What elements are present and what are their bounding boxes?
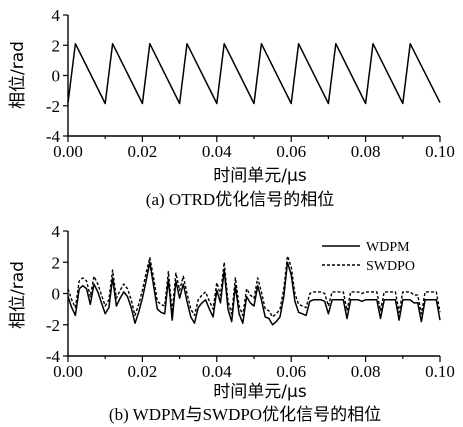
chart-b-xtick-label: 0.06 <box>276 362 306 381</box>
chart-b-ytick-label: -2 <box>46 316 60 335</box>
chart-b-ytick-label: -4 <box>46 347 61 366</box>
chart-b-caption: (b) WDPM与SWDPO优化信号的相位 <box>109 405 381 424</box>
chart-b-ytick-label: 0 <box>52 285 61 304</box>
chart-b-xtick-label: 0.08 <box>351 362 381 381</box>
chart-a-ylabel: 相位/rad <box>8 41 28 109</box>
chart-b-ytick-label: 2 <box>52 253 61 272</box>
chart-a-ytick-label: 2 <box>52 36 61 55</box>
chart-a-xtick-label: 0.02 <box>128 142 158 161</box>
chart-a-xtick-label: 0.10 <box>425 142 455 161</box>
chart-b-legend: WDPM SWDPO <box>322 240 415 274</box>
legend-label-swdpo: SWDPO <box>366 259 415 274</box>
chart-a-xtick-label: 0.00 <box>53 142 83 161</box>
chart-b-ytick-label: 4 <box>52 222 61 241</box>
chart-b-xlabel: 时间单元/μs <box>213 382 307 402</box>
chart-a: 相位/rad 时间单元/μs (a) OTRD优化信号的相位 420-2-40.… <box>8 6 455 209</box>
chart-a-ytick-label: -2 <box>46 97 60 116</box>
chart-a-caption: (a) OTRD优化信号的相位 <box>146 190 334 209</box>
chart-b: 相位/rad 时间单元/μs (b) WDPM与SWDPO优化信号的相位 4 2 0… <box>8 222 455 424</box>
chart-b-xtick-label: 0.04 <box>202 362 232 381</box>
chart-a-ytick-label: 0 <box>52 67 61 86</box>
chart-a-xtick-label: 0.08 <box>351 142 381 161</box>
chart-a-series-phase <box>67 42 441 105</box>
chart-b-xtick-label: 0.10 <box>425 362 455 381</box>
chart-a-ytick-label: -4 <box>46 127 61 146</box>
chart-b-ylabel: 相位/rad <box>8 261 28 329</box>
chart-a-ytick-label: 4 <box>52 6 61 25</box>
chart-b-xtick-label: 0.02 <box>128 362 158 381</box>
chart-a-xtick-label: 0.06 <box>276 142 306 161</box>
chart-a-xtick-label: 0.04 <box>202 142 232 161</box>
chart-a-xlabel: 时间单元/μs <box>213 166 307 186</box>
legend-label-wdpm: WDPM <box>366 240 410 255</box>
chart-b-xtick-label: 0.00 <box>53 362 83 381</box>
chart-b-series-wdpm <box>67 261 441 326</box>
chart-b-series-swdpo <box>67 255 441 318</box>
